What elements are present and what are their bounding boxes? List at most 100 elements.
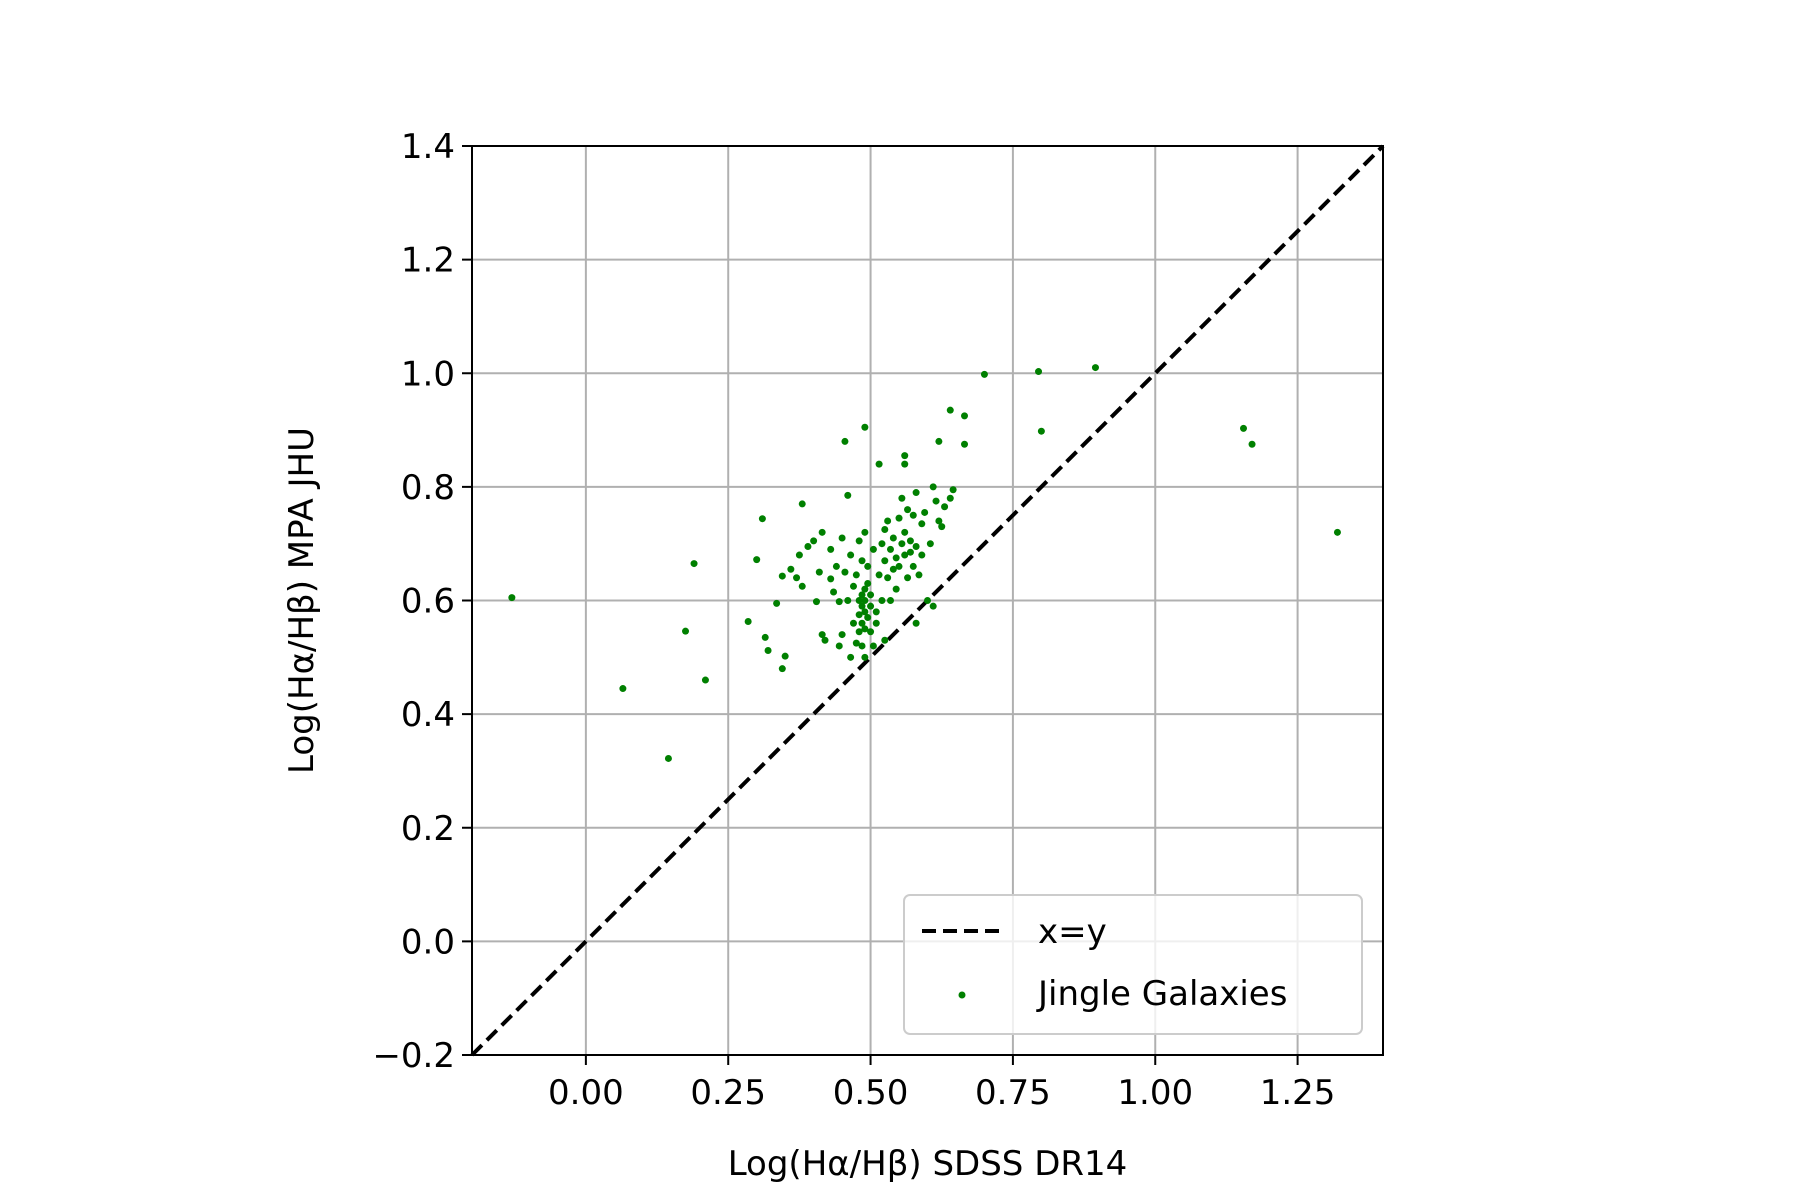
- data-point: [949, 486, 957, 494]
- data-point: [980, 370, 988, 378]
- data-point: [830, 588, 838, 596]
- x-axis-label: Log(Hα/Hβ) SDSS DR14: [728, 1144, 1128, 1184]
- data-point: [946, 494, 954, 502]
- data-point: [924, 597, 931, 604]
- data-point: [798, 582, 806, 590]
- data-point: [847, 551, 855, 559]
- data-point: [832, 562, 840, 570]
- data-point: [844, 491, 852, 499]
- data-point: [827, 575, 835, 583]
- data-point: [619, 685, 627, 693]
- legend-label-x-equals-y: x=y: [1038, 912, 1107, 952]
- data-point: [869, 642, 877, 650]
- data-point: [1333, 528, 1341, 536]
- data-point: [884, 574, 892, 582]
- data-point: [773, 599, 781, 607]
- data-point: [1037, 427, 1045, 435]
- y-tick-label: 1.4: [401, 127, 455, 167]
- data-point: [935, 517, 943, 525]
- data-point: [938, 523, 946, 531]
- data-point: [892, 554, 900, 562]
- data-point: [753, 556, 761, 564]
- data-point: [864, 614, 872, 622]
- data-point: [895, 562, 903, 570]
- legend-label-jingle-galaxies: Jingle Galaxies: [1036, 974, 1287, 1014]
- data-point: [861, 585, 869, 593]
- data-point: [818, 528, 826, 536]
- x-tick-label: 1.25: [1260, 1073, 1336, 1113]
- data-point: [961, 440, 969, 448]
- data-point: [875, 571, 883, 579]
- data-point: [926, 540, 934, 548]
- x-axis-ticks: 0.00 0.25 0.50 0.75 1.00 1.25: [548, 1055, 1335, 1113]
- data-point: [889, 565, 897, 573]
- data-point: [901, 551, 909, 559]
- data-point: [895, 514, 903, 522]
- x-tick-label: 0.25: [690, 1073, 766, 1113]
- data-point: [884, 517, 892, 525]
- data-point: [787, 565, 795, 573]
- data-point: [701, 676, 709, 684]
- data-point: [855, 537, 863, 545]
- data-point: [858, 591, 866, 599]
- data-point: [1035, 368, 1043, 376]
- data-point: [844, 597, 852, 604]
- y-tick-label: 0.0: [401, 922, 455, 962]
- data-point: [855, 597, 863, 604]
- data-point: [827, 545, 835, 553]
- data-point: [878, 540, 886, 548]
- y-tick-label: 1.2: [401, 241, 455, 281]
- data-point: [886, 597, 894, 604]
- legend-marker-swatch: [958, 991, 966, 999]
- data-point: [744, 618, 752, 626]
- data-point: [906, 537, 914, 545]
- data-point: [508, 594, 516, 602]
- x-tick-label: 0.50: [833, 1073, 909, 1113]
- data-point: [946, 406, 954, 414]
- x-tick-label: 1.00: [1117, 1073, 1193, 1113]
- data-point: [941, 503, 949, 511]
- data-point: [886, 545, 894, 553]
- y-tick-label: 0.6: [401, 582, 455, 622]
- data-point: [812, 598, 820, 606]
- data-point: [818, 631, 826, 639]
- data-point: [835, 642, 843, 650]
- data-point: [849, 582, 857, 590]
- data-point: [898, 494, 906, 502]
- data-point: [906, 548, 914, 556]
- data-point: [881, 557, 889, 565]
- data-point: [855, 611, 863, 619]
- data-point: [838, 534, 846, 542]
- data-point: [961, 412, 969, 420]
- data-point: [915, 571, 923, 579]
- y-tick-label: 0.2: [401, 809, 455, 849]
- data-point: [912, 489, 920, 497]
- data-point: [867, 628, 875, 636]
- data-point: [798, 500, 806, 508]
- data-point: [921, 508, 929, 516]
- data-point: [838, 631, 846, 639]
- data-point: [872, 619, 880, 627]
- data-point: [778, 665, 786, 673]
- data-point: [858, 557, 866, 565]
- legend-box: [903, 894, 1363, 1035]
- data-point: [898, 540, 906, 548]
- data-point: [861, 528, 869, 536]
- data-point: [758, 515, 766, 523]
- data-point: [935, 437, 943, 445]
- data-point: [815, 568, 823, 576]
- data-point: [795, 551, 803, 559]
- y-axis-label: Log(Hα/Hβ) MPA JHU: [282, 427, 322, 774]
- data-point: [875, 460, 883, 468]
- data-point: [841, 568, 849, 576]
- data-point: [682, 627, 690, 635]
- data-point: [912, 543, 920, 551]
- data-point: [861, 625, 869, 633]
- data-point: [664, 754, 672, 762]
- y-tick-label: 1.0: [401, 354, 455, 394]
- data-point: [861, 597, 869, 604]
- x-tick-label: 0.00: [548, 1073, 624, 1113]
- data-point: [872, 608, 880, 616]
- data-point: [909, 562, 917, 570]
